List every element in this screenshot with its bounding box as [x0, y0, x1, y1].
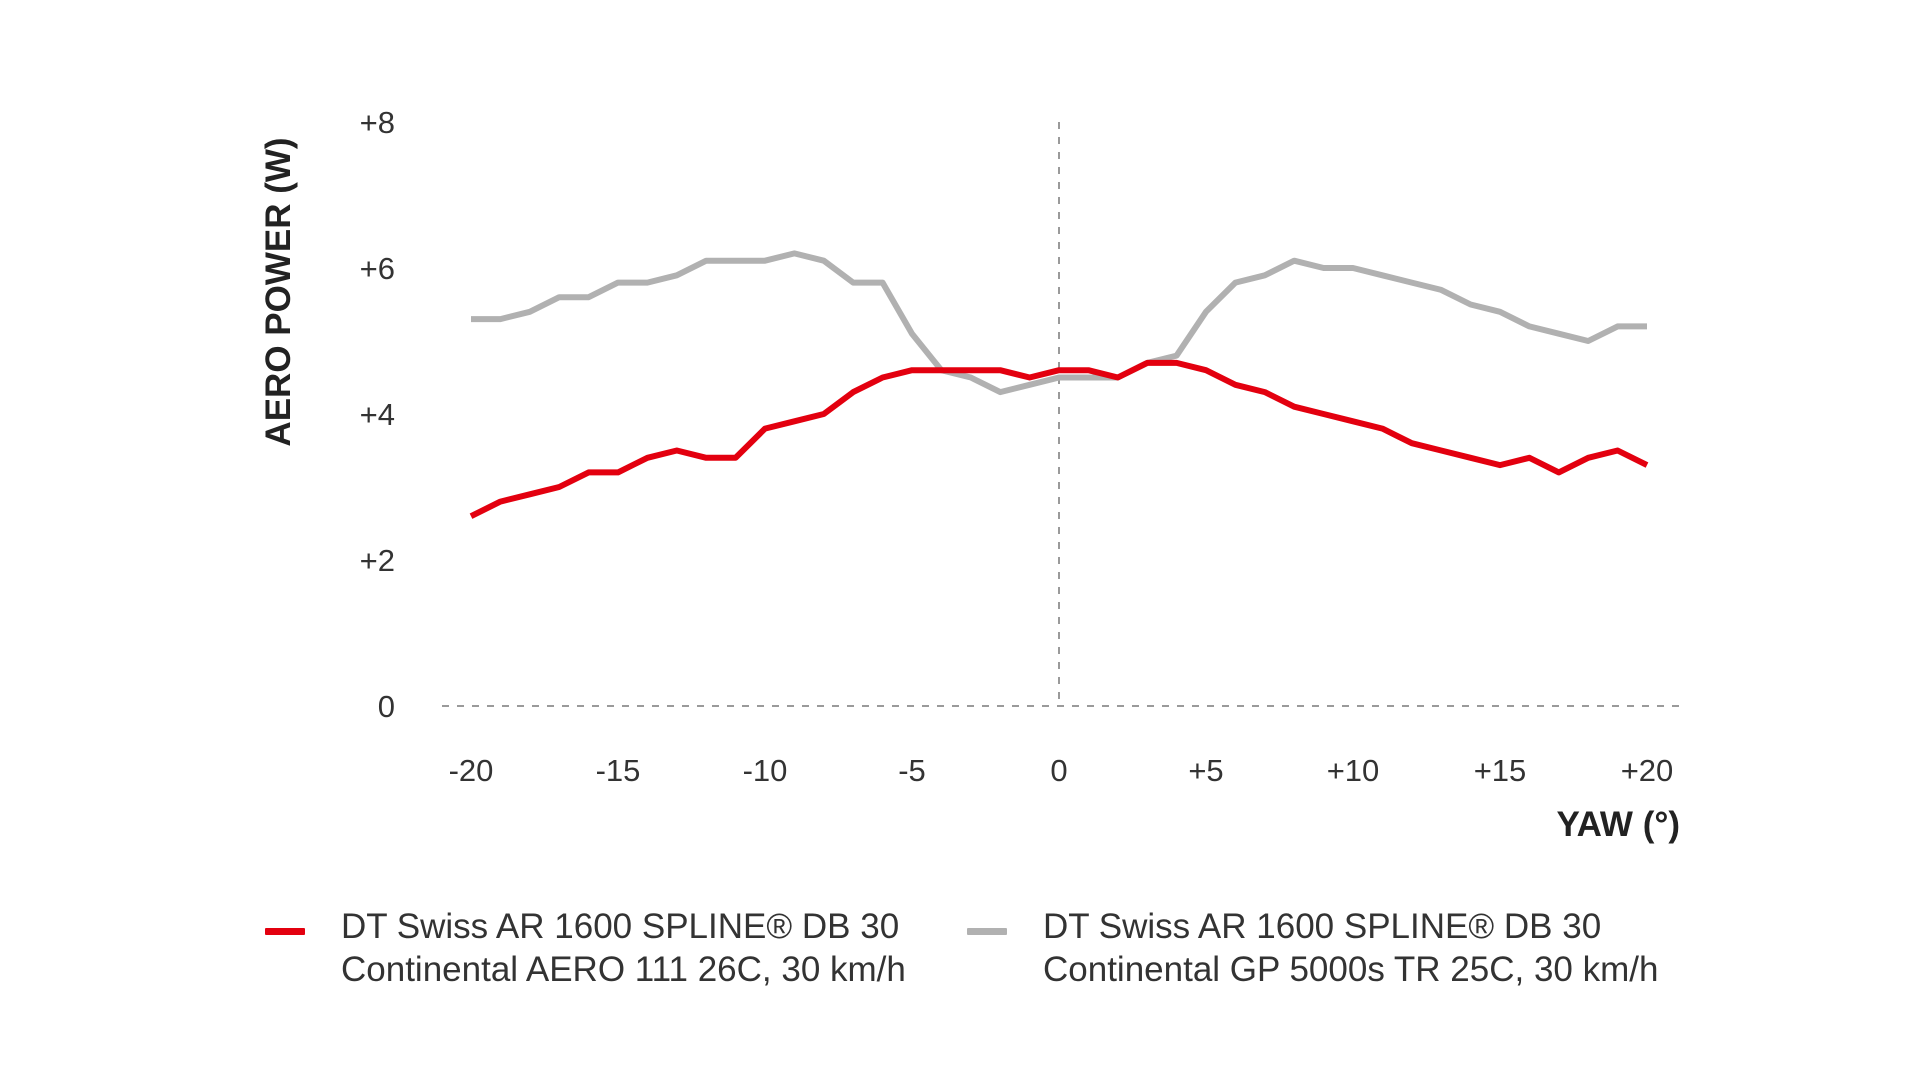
x-axis-title: YAW (°) [1556, 805, 1680, 844]
series-line-aero-111 [469, 359, 1649, 519]
x-tick-label: +5 [1188, 753, 1223, 788]
x-tick-label: -15 [596, 753, 641, 788]
legend-label-line2: Continental GP 5000s TR 25C, 30 km/h [1043, 950, 1659, 989]
y-tick-labels: 0 +2 +4 +6 +8 [360, 105, 395, 724]
y-tick-label: +6 [360, 251, 395, 286]
x-tick-label: -20 [449, 753, 494, 788]
y-tick-label: +8 [360, 105, 395, 140]
y-tick-label: +4 [360, 397, 395, 432]
series-line-gp-5000s [471, 250, 1647, 396]
legend-label-line1: DT Swiss AR 1600 SPLINE® DB 30 [1043, 907, 1602, 946]
legend-swatch-red [265, 928, 305, 935]
series-lines [469, 250, 1649, 519]
x-tick-label: 0 [1050, 753, 1067, 788]
legend-swatch-gray [967, 928, 1007, 935]
legend-label-line2: Continental AERO 111 26C, 30 km/h [341, 950, 906, 989]
y-tick-label: +2 [360, 543, 395, 578]
reference-lines [442, 122, 1682, 707]
y-axis-title: AERO POWER (W) [259, 137, 298, 446]
legend-label-line1: DT Swiss AR 1600 SPLINE® DB 30 [341, 907, 900, 946]
legend-item-aero-111: DT Swiss AR 1600 SPLINE® DB 30 Continent… [265, 905, 906, 991]
y-tick-label: 0 [378, 689, 395, 724]
x-tick-label: -5 [898, 753, 926, 788]
x-tick-label: +15 [1474, 753, 1527, 788]
x-tick-label: -10 [743, 753, 788, 788]
x-tick-label: +20 [1621, 753, 1674, 788]
x-tick-labels: -20 -15 -10 -5 0 +5 +10 +15 +20 [449, 753, 1674, 788]
x-tick-label: +10 [1327, 753, 1380, 788]
legend-item-gp-5000s: DT Swiss AR 1600 SPLINE® DB 30 Continent… [967, 905, 1658, 991]
